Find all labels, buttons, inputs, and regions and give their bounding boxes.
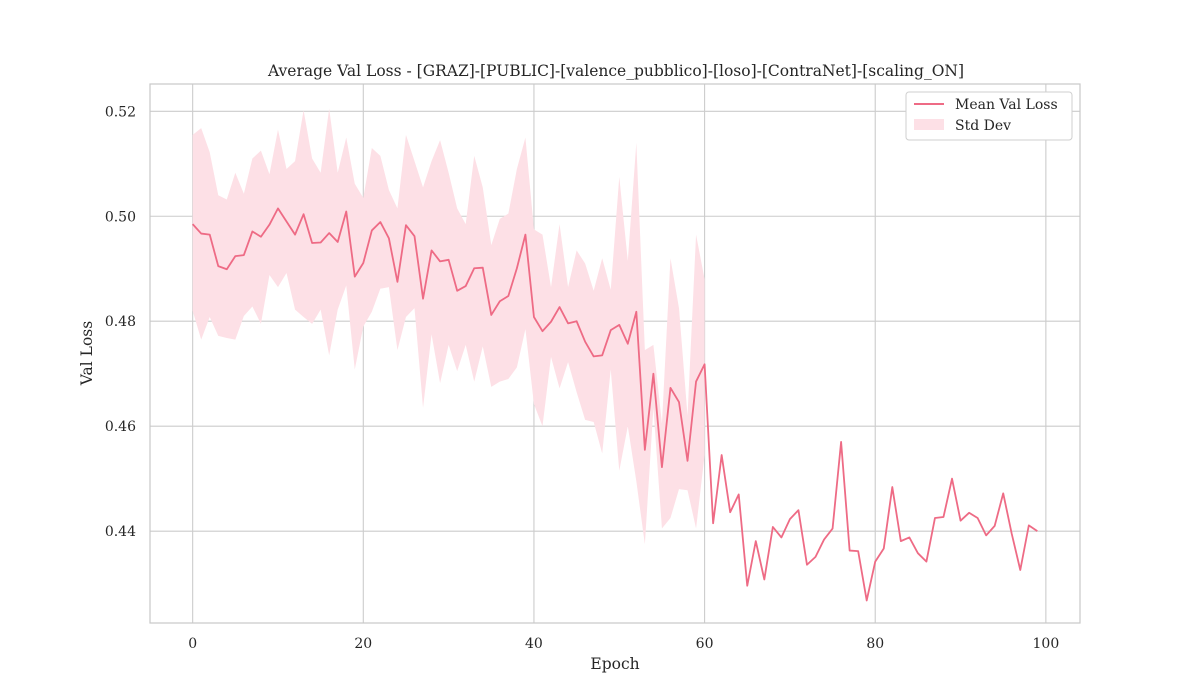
mean-val-loss-polyline <box>191 207 1038 602</box>
y-tick-labels: 0.44 0.46 0.48 0.50 0.52 <box>105 104 136 540</box>
mean-val-loss-line <box>191 207 1038 602</box>
legend-label-std: Std Dev <box>955 118 1011 134</box>
std-dev-area <box>192 108 705 545</box>
x-axis-label: Epoch <box>590 655 639 673</box>
y-tick-label: 0.44 <box>105 524 136 540</box>
x-tick-label: 80 <box>866 636 884 652</box>
plot-frame <box>149 83 1081 624</box>
legend-band-swatch <box>914 119 944 130</box>
x-tick-label: 20 <box>354 636 372 652</box>
x-tick-label: 100 <box>1033 636 1060 652</box>
x-tick-label: 0 <box>188 636 197 652</box>
legend: Mean Val Loss Std Dev <box>905 91 1073 141</box>
std-dev-band <box>192 108 705 545</box>
y-tick-label: 0.52 <box>105 104 136 120</box>
legend-box <box>905 91 1073 141</box>
x-tick-label: 60 <box>696 636 714 652</box>
y-tick-label: 0.46 <box>105 419 136 435</box>
y-tick-label: 0.50 <box>105 209 136 225</box>
y-axis-label: Val Loss <box>78 321 96 386</box>
x-tick-label: 40 <box>525 636 543 652</box>
chart-title: Average Val Loss - [GRAZ]-[PUBLIC]-[vale… <box>267 62 964 80</box>
y-tick-label: 0.48 <box>105 314 136 330</box>
legend-label-mean: Mean Val Loss <box>955 97 1058 113</box>
x-tick-labels: 0 20 40 60 80 100 <box>188 636 1059 652</box>
